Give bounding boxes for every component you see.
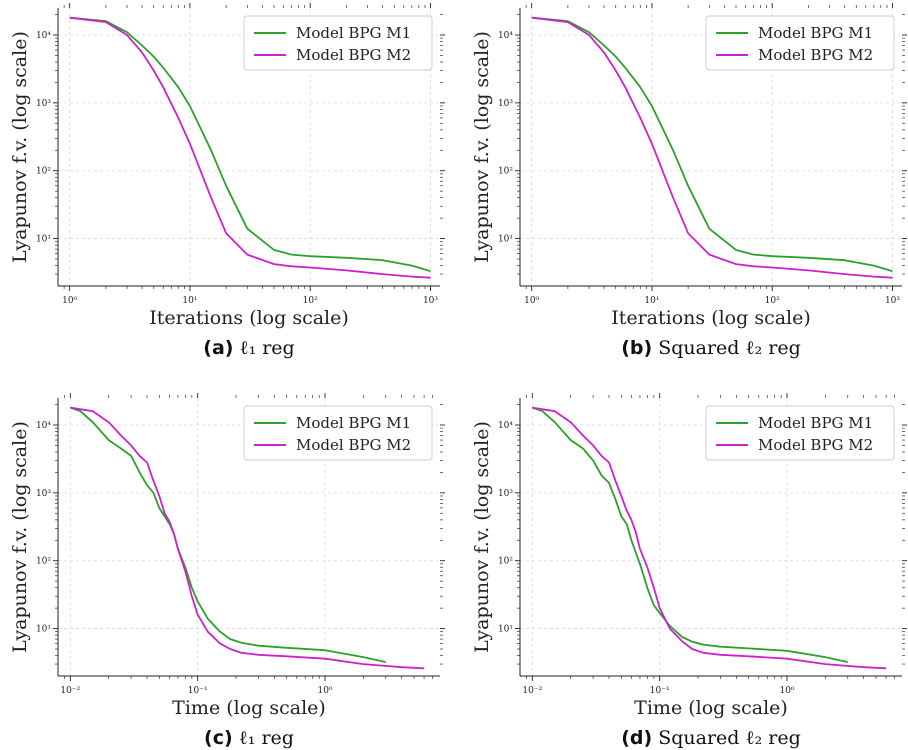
legend-label-m1: Model BPG M1 [758, 414, 873, 432]
series-line-m2 [70, 406, 425, 670]
caption-letter: (b) [621, 337, 652, 359]
y-axis-title: Lyapunov f.v. (log scale) [471, 421, 493, 653]
caption-text: ℓ₁ reg [239, 727, 294, 749]
y-tick-label: 10² [498, 557, 513, 567]
legend: Model BPG M1 Model BPG M2 [243, 15, 433, 71]
x-tick-label: 10⁰ [779, 686, 794, 696]
series-line-m1 [69, 16, 431, 273]
series-line-m1 [531, 16, 893, 273]
series-line-m1 [532, 406, 848, 663]
caption-text: ℓ₁ reg [239, 337, 294, 359]
caption-letter: (c) [204, 727, 233, 749]
series-group [531, 16, 893, 279]
caption-text: Squared ℓ₂ reg [658, 337, 801, 359]
y-tick-label: 10⁴ [36, 421, 51, 431]
subfigure-caption: (b) Squared ℓ₂ reg [621, 337, 801, 359]
caption-letter: (a) [203, 337, 233, 359]
x-tick-label: 10¹ [644, 296, 659, 306]
y-tick-label: 10¹ [36, 625, 51, 635]
x-tick-label: 10² [303, 296, 318, 306]
caption-text: Squared ℓ₂ reg [658, 727, 801, 749]
series-group [70, 406, 425, 670]
x-tick-label: 10⁻¹ [650, 686, 670, 696]
y-tick-label: 10¹ [498, 625, 513, 635]
series-group [69, 16, 431, 279]
x-axis-title: Time (log scale) [634, 697, 788, 719]
subfigure-caption: (a) ℓ₁ reg [203, 337, 294, 359]
legend: Model BPG M1 Model BPG M2 [705, 15, 895, 71]
caption-letter: (d) [621, 727, 652, 749]
x-tick-label: 10⁰ [62, 296, 77, 306]
y-tick-label: 10¹ [498, 235, 513, 245]
y-tick-label: 10⁴ [498, 421, 513, 431]
legend-label-m1: Model BPG M1 [758, 24, 873, 42]
x-tick-label: 10³ [423, 296, 438, 306]
subfigure-caption: (c) ℓ₁ reg [204, 727, 294, 749]
x-tick-label: 10³ [885, 296, 900, 306]
x-axis-title: Iterations (log scale) [149, 307, 349, 329]
x-tick-label: 10² [765, 296, 780, 306]
y-tick-label: 10² [36, 557, 51, 567]
y-axis-title: Lyapunov f.v. (log scale) [9, 31, 31, 263]
legend-label-m2: Model BPG M2 [296, 436, 411, 454]
y-tick-label: 10³ [498, 489, 513, 499]
x-tick-label: 10⁻² [522, 686, 542, 696]
series-line-m2 [531, 16, 893, 279]
subfigure-caption: (d) Squared ℓ₂ reg [621, 727, 801, 749]
x-axis-title: Iterations (log scale) [611, 307, 811, 329]
y-tick-label: 10¹ [36, 235, 51, 245]
y-tick-label: 10⁴ [36, 31, 51, 41]
x-tick-label: 10⁰ [317, 686, 332, 696]
y-tick-label: 10³ [498, 99, 513, 109]
legend-label-m1: Model BPG M1 [296, 414, 411, 432]
legend: Model BPG M1 Model BPG M2 [243, 405, 433, 461]
y-tick-label: 10⁴ [498, 31, 513, 41]
legend-label-m2: Model BPG M2 [758, 46, 873, 64]
series-group [532, 406, 887, 670]
x-axis-title: Time (log scale) [172, 697, 326, 719]
x-tick-label: 10⁻¹ [188, 686, 208, 696]
series-line-m2 [532, 406, 887, 670]
y-tick-label: 10³ [36, 489, 51, 499]
x-tick-label: 10¹ [182, 296, 197, 306]
x-tick-label: 10⁰ [524, 296, 539, 306]
y-tick-label: 10³ [36, 99, 51, 109]
y-axis-title: Lyapunov f.v. (log scale) [9, 421, 31, 653]
y-axis-title: Lyapunov f.v. (log scale) [471, 31, 493, 263]
y-tick-label: 10² [36, 167, 51, 177]
y-tick-label: 10² [498, 167, 513, 177]
legend-label-m2: Model BPG M2 [296, 46, 411, 64]
legend-label-m2: Model BPG M2 [758, 436, 873, 454]
x-tick-label: 10⁻² [60, 686, 80, 696]
legend-box [705, 405, 895, 461]
legend-box [243, 405, 433, 461]
legend: Model BPG M1 Model BPG M2 [705, 405, 895, 461]
legend-label-m1: Model BPG M1 [296, 24, 411, 42]
legend-box [705, 15, 895, 71]
legend-box [243, 15, 433, 71]
series-line-m2 [69, 16, 431, 279]
